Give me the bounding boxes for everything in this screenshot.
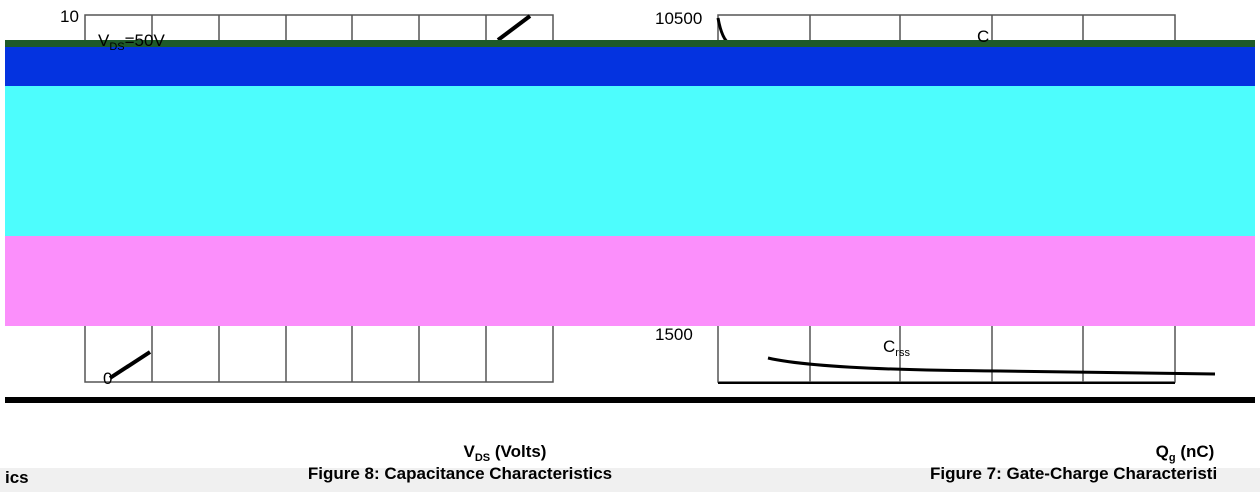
x-axis-title: Qg (nC)	[1156, 442, 1215, 464]
y-label: 10500	[655, 9, 702, 28]
y-label: 0	[103, 369, 112, 388]
curve	[496, 14, 532, 42]
band	[5, 86, 1255, 236]
separator	[5, 397, 1255, 403]
curve	[108, 350, 152, 380]
band	[5, 40, 1255, 47]
footer-strip	[0, 468, 1260, 492]
caption-fragment: ics	[5, 468, 29, 487]
y-label: 1500	[655, 325, 693, 344]
curve-label: Crss	[883, 337, 910, 359]
y-label: 10	[60, 7, 79, 26]
figure-caption: Figure 8: Capacitance Characteristics	[308, 464, 612, 483]
annotation: VDS=50V	[98, 31, 165, 53]
figure-caption: Figure 7: Gate-Charge Characteristi	[930, 464, 1217, 483]
curve	[767, 356, 1216, 376]
x-axis-title: VDS (Volts)	[464, 442, 547, 464]
band	[5, 47, 1255, 86]
curve-label: C	[977, 27, 989, 46]
band	[5, 236, 1255, 326]
